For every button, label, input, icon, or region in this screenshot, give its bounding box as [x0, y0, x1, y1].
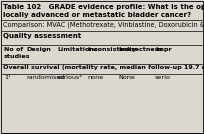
- Text: 1¹: 1¹: [4, 75, 11, 80]
- Text: locally advanced or metastatic bladder cancer?: locally advanced or metastatic bladder c…: [3, 12, 191, 18]
- Text: Comparison: MVAC (Methotrexate, Vinblastine, Doxorubicin & Cispl: Comparison: MVAC (Methotrexate, Vinblast…: [3, 21, 204, 27]
- Text: Table 102   GRADE evidence profile: What is the optimal firs: Table 102 GRADE evidence profile: What i…: [3, 4, 204, 10]
- Text: studies: studies: [4, 54, 31, 59]
- Text: Limitations: Limitations: [57, 47, 98, 52]
- Text: serious²: serious²: [57, 75, 83, 80]
- Text: None: None: [118, 75, 135, 80]
- Text: Design: Design: [27, 47, 51, 52]
- Text: Impr: Impr: [155, 47, 172, 52]
- Text: randomised: randomised: [27, 75, 65, 80]
- Text: none: none: [88, 75, 104, 80]
- Text: Indirectness: Indirectness: [118, 47, 163, 52]
- Text: No of: No of: [4, 47, 23, 52]
- Text: Overall survival (mortality rate, median follow-up 19.7 months): Overall survival (mortality rate, median…: [3, 65, 204, 70]
- Text: Inconsistency: Inconsistency: [88, 47, 137, 52]
- Text: serio: serio: [155, 75, 171, 80]
- Text: Quality assessment: Quality assessment: [3, 33, 81, 39]
